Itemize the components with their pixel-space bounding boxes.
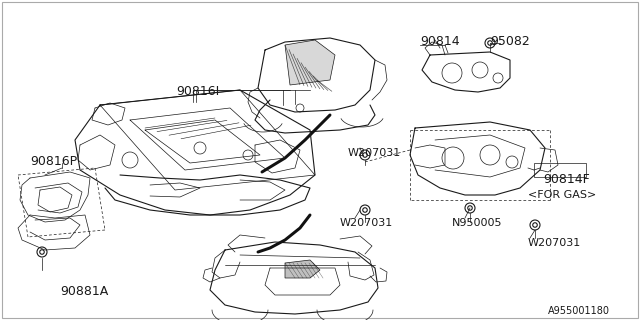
Text: <FOR GAS>: <FOR GAS>: [528, 190, 596, 200]
Polygon shape: [285, 40, 335, 85]
Text: W207031: W207031: [340, 218, 393, 228]
Text: 90816P: 90816P: [30, 155, 77, 168]
Text: 95082: 95082: [490, 35, 530, 48]
Text: 90816I: 90816I: [176, 85, 220, 98]
Text: 90814: 90814: [420, 35, 460, 48]
Text: 90881A: 90881A: [60, 285, 108, 298]
Polygon shape: [285, 260, 320, 278]
Text: W207031: W207031: [528, 238, 581, 248]
Text: W207031: W207031: [348, 148, 401, 158]
Text: 90814F: 90814F: [543, 173, 589, 186]
Text: A955001180: A955001180: [548, 306, 610, 316]
Text: N950005: N950005: [452, 218, 502, 228]
Bar: [534, 163, 586, 177]
